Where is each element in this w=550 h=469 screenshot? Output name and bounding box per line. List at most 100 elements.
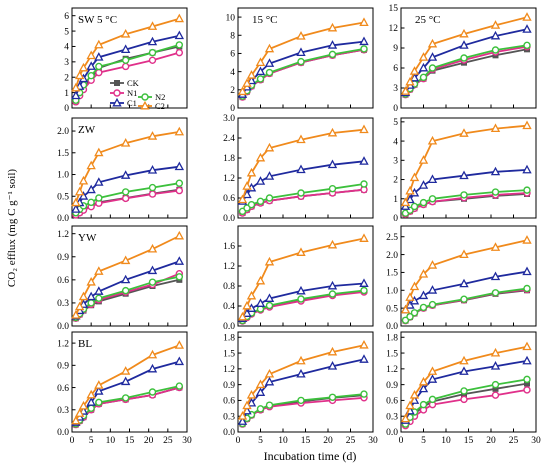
panel-BL-15: 0.0 0.3 0.6 0.9 1.2 1.5 1.8 0 5 10 15 20 25 30 [223,331,378,446]
data-point-C1 [490,361,501,370]
y-tick-label: 2.0 [57,127,69,137]
data-point-C1 [120,376,131,386]
data-point-N2 [256,197,265,206]
y-tick-label: 15 [389,4,399,14]
data-point-CK [524,380,530,387]
x-tick-label: 30 [182,436,192,446]
data-point-C1 [418,383,429,393]
data-point-N2 [523,375,531,384]
data-point-N1 [148,190,157,198]
data-point-C2 [459,28,469,38]
panel-label: 15 °C [252,14,278,26]
data-point-N2 [148,278,157,286]
panel-YW-25: 0.0 0.5 1.0 1.5 2.0 2.5 [386,225,537,332]
data-point-N2 [419,400,428,409]
data-point-C1 [459,366,469,375]
data-point-C2 [418,155,429,164]
legend-item-N1: N1 [110,88,137,98]
data-point-C2 [409,172,420,182]
data-point-C2 [120,255,131,265]
data-point-N2 [148,388,157,396]
x-tick-label: 5 [258,436,263,446]
data-point-C1 [418,180,429,189]
y-tick-label: 8 [230,31,235,41]
data-point-N2 [256,75,265,83]
data-point-C1 [490,30,501,40]
data-point-C2 [255,379,266,389]
data-point-N2 [428,64,437,72]
data-point-C1 [427,374,438,383]
data-point-C1 [296,285,306,295]
data-point-C2 [490,20,501,29]
data-point-N2 [360,180,368,188]
panel-label: SW 5 °C [78,14,117,26]
y-tick-label: 3.0 [223,114,235,124]
data-point-C2 [490,347,501,357]
y-tick-label: 1.0 [386,286,398,296]
data-point-C2 [78,400,89,410]
data-point-N2 [523,186,531,194]
data-point-N2 [419,73,428,82]
series-N2 [401,284,531,324]
data-point-N2 [175,273,184,281]
data-point-C2 [405,292,415,301]
x-tick-label: 5 [89,436,94,446]
data-point-C1 [359,354,369,363]
data-point-C1 [359,156,369,165]
data-point-C1 [147,265,158,275]
y-tick-label: 0.3 [223,412,235,422]
data-point-C2 [418,269,429,278]
data-point-N2 [460,295,468,303]
data-point-C2 [427,135,438,145]
data-point-N2 [419,303,428,312]
data-point-C2 [237,194,248,204]
data-point-C2 [174,13,185,23]
data-point-C2 [86,160,96,170]
data-point-N1 [175,48,184,57]
x-tick-label: 0 [70,436,75,446]
y-tick-label: 4 [64,43,69,53]
data-point-C2 [490,242,501,251]
data-point-C2 [359,17,369,26]
data-point-N2 [148,183,157,192]
legend-marker-C1 [112,97,122,107]
y-tick-label: 0.0 [57,322,69,332]
legend-label-C1: C1 [127,98,137,108]
data-point-C1 [94,177,104,186]
data-point-N1 [148,56,157,65]
panel-label: YW [78,232,97,244]
data-point-N2 [175,179,184,187]
data-point-C1 [359,36,369,46]
panel-ZW-15: 0.0 0.6 1.2 1.8 2.4 3.0 [223,114,374,224]
data-point-C2 [490,123,501,133]
data-point-N2 [265,301,274,310]
data-point-C1 [120,44,131,53]
y-tick-label: 0 [393,214,398,224]
data-point-C2 [427,38,438,48]
data-point-N2 [121,286,130,295]
y-tick-label: 0.6 [57,276,69,286]
y-tick-label: 1.5 [386,269,398,279]
data-point-C2 [522,120,532,130]
data-point-N2 [460,54,468,62]
data-point-C2 [405,76,415,86]
data-point-C1 [296,47,306,56]
y-tick-label: 1 [64,89,69,99]
y-tick-label: 1.5 [223,349,235,359]
y-tick-label: 12 [389,24,399,34]
data-point-N2 [95,398,103,407]
data-point-C2 [120,28,131,38]
y-tick-label: 0.5 [386,304,398,314]
data-point-C2 [242,300,252,310]
x-tick-label: 5 [421,436,426,446]
y-axis-label: CO₂ efflux (mg C g⁻¹ soil) [6,169,18,287]
data-point-C1 [427,52,438,61]
data-point-C2 [174,126,185,136]
y-tick-label: 2 [64,73,69,83]
data-point-C1 [327,361,338,370]
data-point-C1 [174,256,185,265]
y-tick-label: 3 [64,58,69,68]
series-C1 [71,161,185,213]
y-tick-label: 0.6 [57,384,69,394]
data-point-C1 [490,271,501,281]
